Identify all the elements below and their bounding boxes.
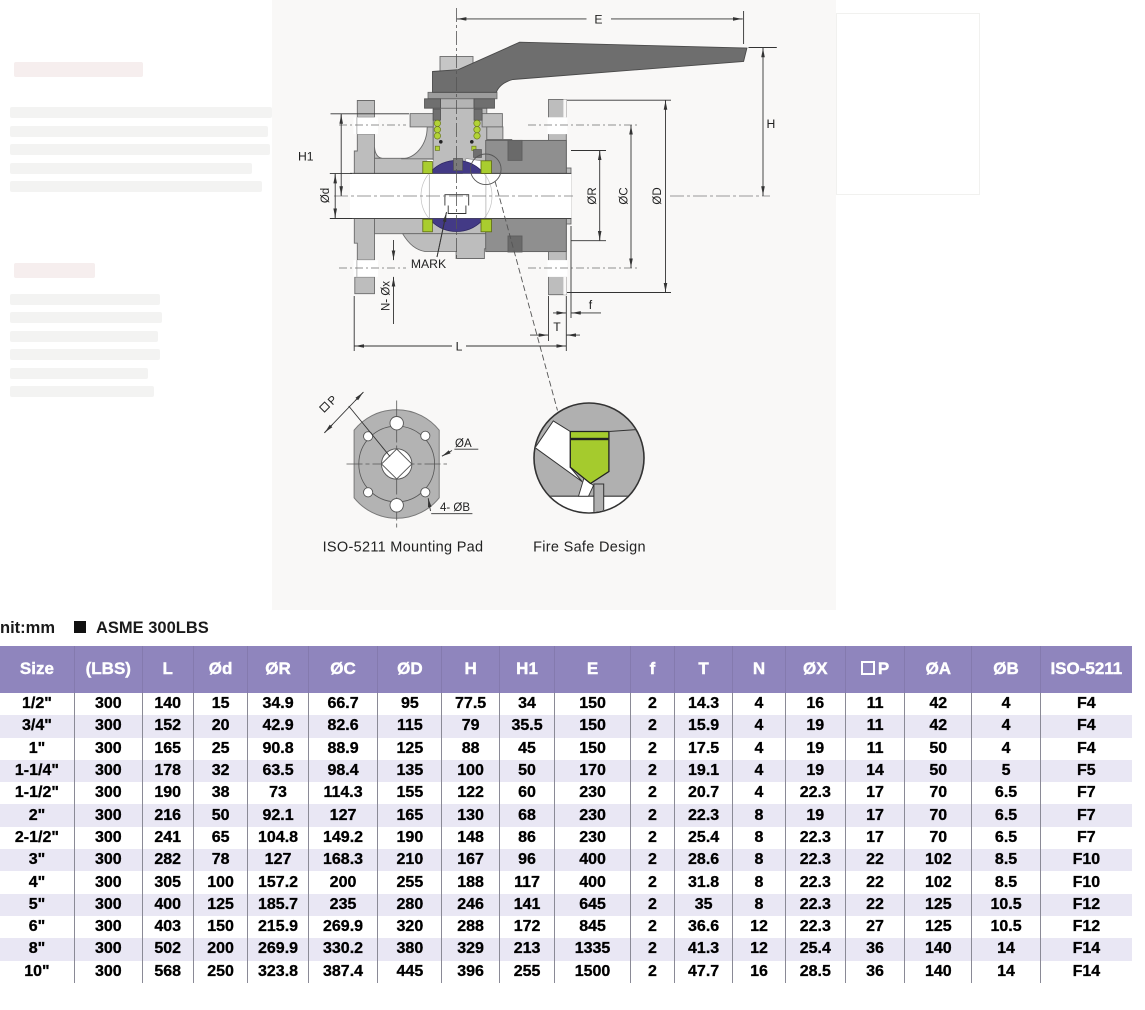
svg-text:ISO-5211 Mounting Pad: ISO-5211 Mounting Pad xyxy=(323,540,484,556)
svg-text:Fire Safe Design: Fire Safe Design xyxy=(533,540,646,556)
svg-text:ØC: ØC xyxy=(619,187,631,204)
svg-text:ØA: ØA xyxy=(455,438,472,450)
svg-text:4- ØB: 4- ØB xyxy=(440,502,470,514)
svg-text:ØD: ØD xyxy=(652,187,664,204)
svg-text:H: H xyxy=(767,117,776,131)
svg-text:H1: H1 xyxy=(298,150,314,164)
svg-text:T: T xyxy=(553,320,561,334)
svg-text:N- Øx: N- Øx xyxy=(381,281,393,311)
svg-text:Ød: Ød xyxy=(320,188,332,203)
svg-text:L: L xyxy=(456,340,463,354)
svg-text:ØR: ØR xyxy=(587,187,599,204)
svg-text:f: f xyxy=(589,298,593,312)
svg-text:MARK: MARK xyxy=(411,257,446,271)
svg-text:E: E xyxy=(594,13,602,27)
